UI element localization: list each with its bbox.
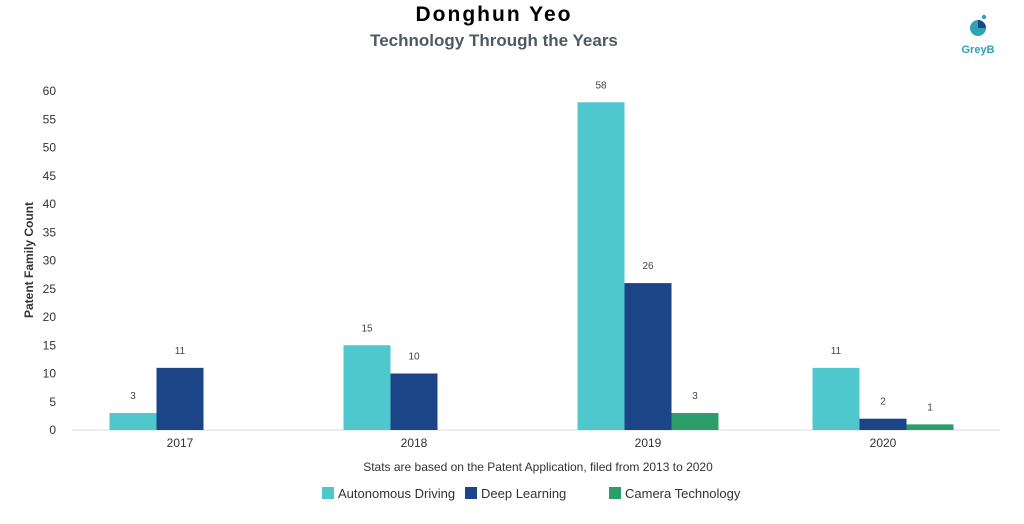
legend-swatch	[322, 487, 334, 499]
bar	[671, 413, 719, 430]
x-tick-label: 2018	[401, 436, 428, 450]
y-tick-label: 10	[43, 367, 57, 381]
bar	[343, 345, 391, 430]
y-tick-label: 50	[43, 141, 57, 155]
bar	[109, 413, 157, 430]
data-label: 11	[175, 346, 186, 357]
y-tick-label: 15	[43, 338, 57, 352]
data-label: 26	[642, 261, 654, 272]
y-tick-label: 45	[43, 169, 57, 183]
legend-label: Camera Technology	[625, 486, 741, 501]
y-tick-label: 20	[43, 310, 57, 324]
data-label: 15	[361, 323, 373, 334]
bar	[859, 418, 907, 430]
greyb-logo: GreyB	[961, 14, 995, 56]
y-tick-label: 55	[43, 112, 57, 126]
data-label: 58	[595, 80, 607, 91]
legend-label: Autonomous Driving	[338, 486, 455, 501]
legend: Autonomous Driving Deep Learning Camera Te…	[322, 486, 741, 501]
bar	[390, 373, 438, 430]
chart-subtitle: Technology Through the Years	[370, 31, 618, 50]
data-label: 3	[130, 391, 136, 402]
x-tick-label: 2019	[635, 436, 662, 450]
data-labels: 3 15 58 11 11 10 26 2 3 1	[130, 80, 933, 413]
y-tick-label: 35	[43, 225, 57, 239]
chart-title: Donghun Yeo	[416, 3, 573, 26]
bars	[109, 102, 954, 431]
bar	[812, 367, 860, 430]
data-label: 1	[927, 402, 933, 413]
data-label: 11	[831, 346, 842, 357]
y-tick-label: 5	[49, 395, 56, 409]
y-tick-label: 0	[49, 423, 56, 437]
data-label: 2	[880, 397, 886, 408]
data-label: 3	[692, 391, 698, 402]
greyb-logo-icon	[970, 14, 987, 36]
y-tick-label: 25	[43, 282, 57, 296]
data-label: 10	[408, 352, 420, 363]
legend-swatch	[609, 487, 621, 499]
logo-text: GreyB	[961, 44, 994, 56]
x-tick-label: 2017	[167, 436, 194, 450]
y-axis-ticks: 0 5 10 15 20 25 30 35 40 45 50 55 60	[43, 84, 57, 437]
y-axis-label: Patent Family Count	[22, 202, 36, 318]
legend-swatch	[465, 487, 477, 499]
y-tick-label: 30	[43, 254, 57, 268]
bar	[577, 102, 625, 431]
bar	[906, 424, 954, 430]
y-tick-label: 60	[43, 84, 57, 98]
y-tick-label: 40	[43, 197, 57, 211]
x-tick-label: 2020	[870, 436, 897, 450]
x-axis-ticks: 2017 2018 2019 2020	[167, 436, 897, 450]
legend-label: Deep Learning	[481, 486, 566, 501]
bar	[156, 367, 204, 430]
bar	[624, 283, 672, 430]
source-note: Stats are based on the Patent Applicatio…	[363, 460, 713, 474]
